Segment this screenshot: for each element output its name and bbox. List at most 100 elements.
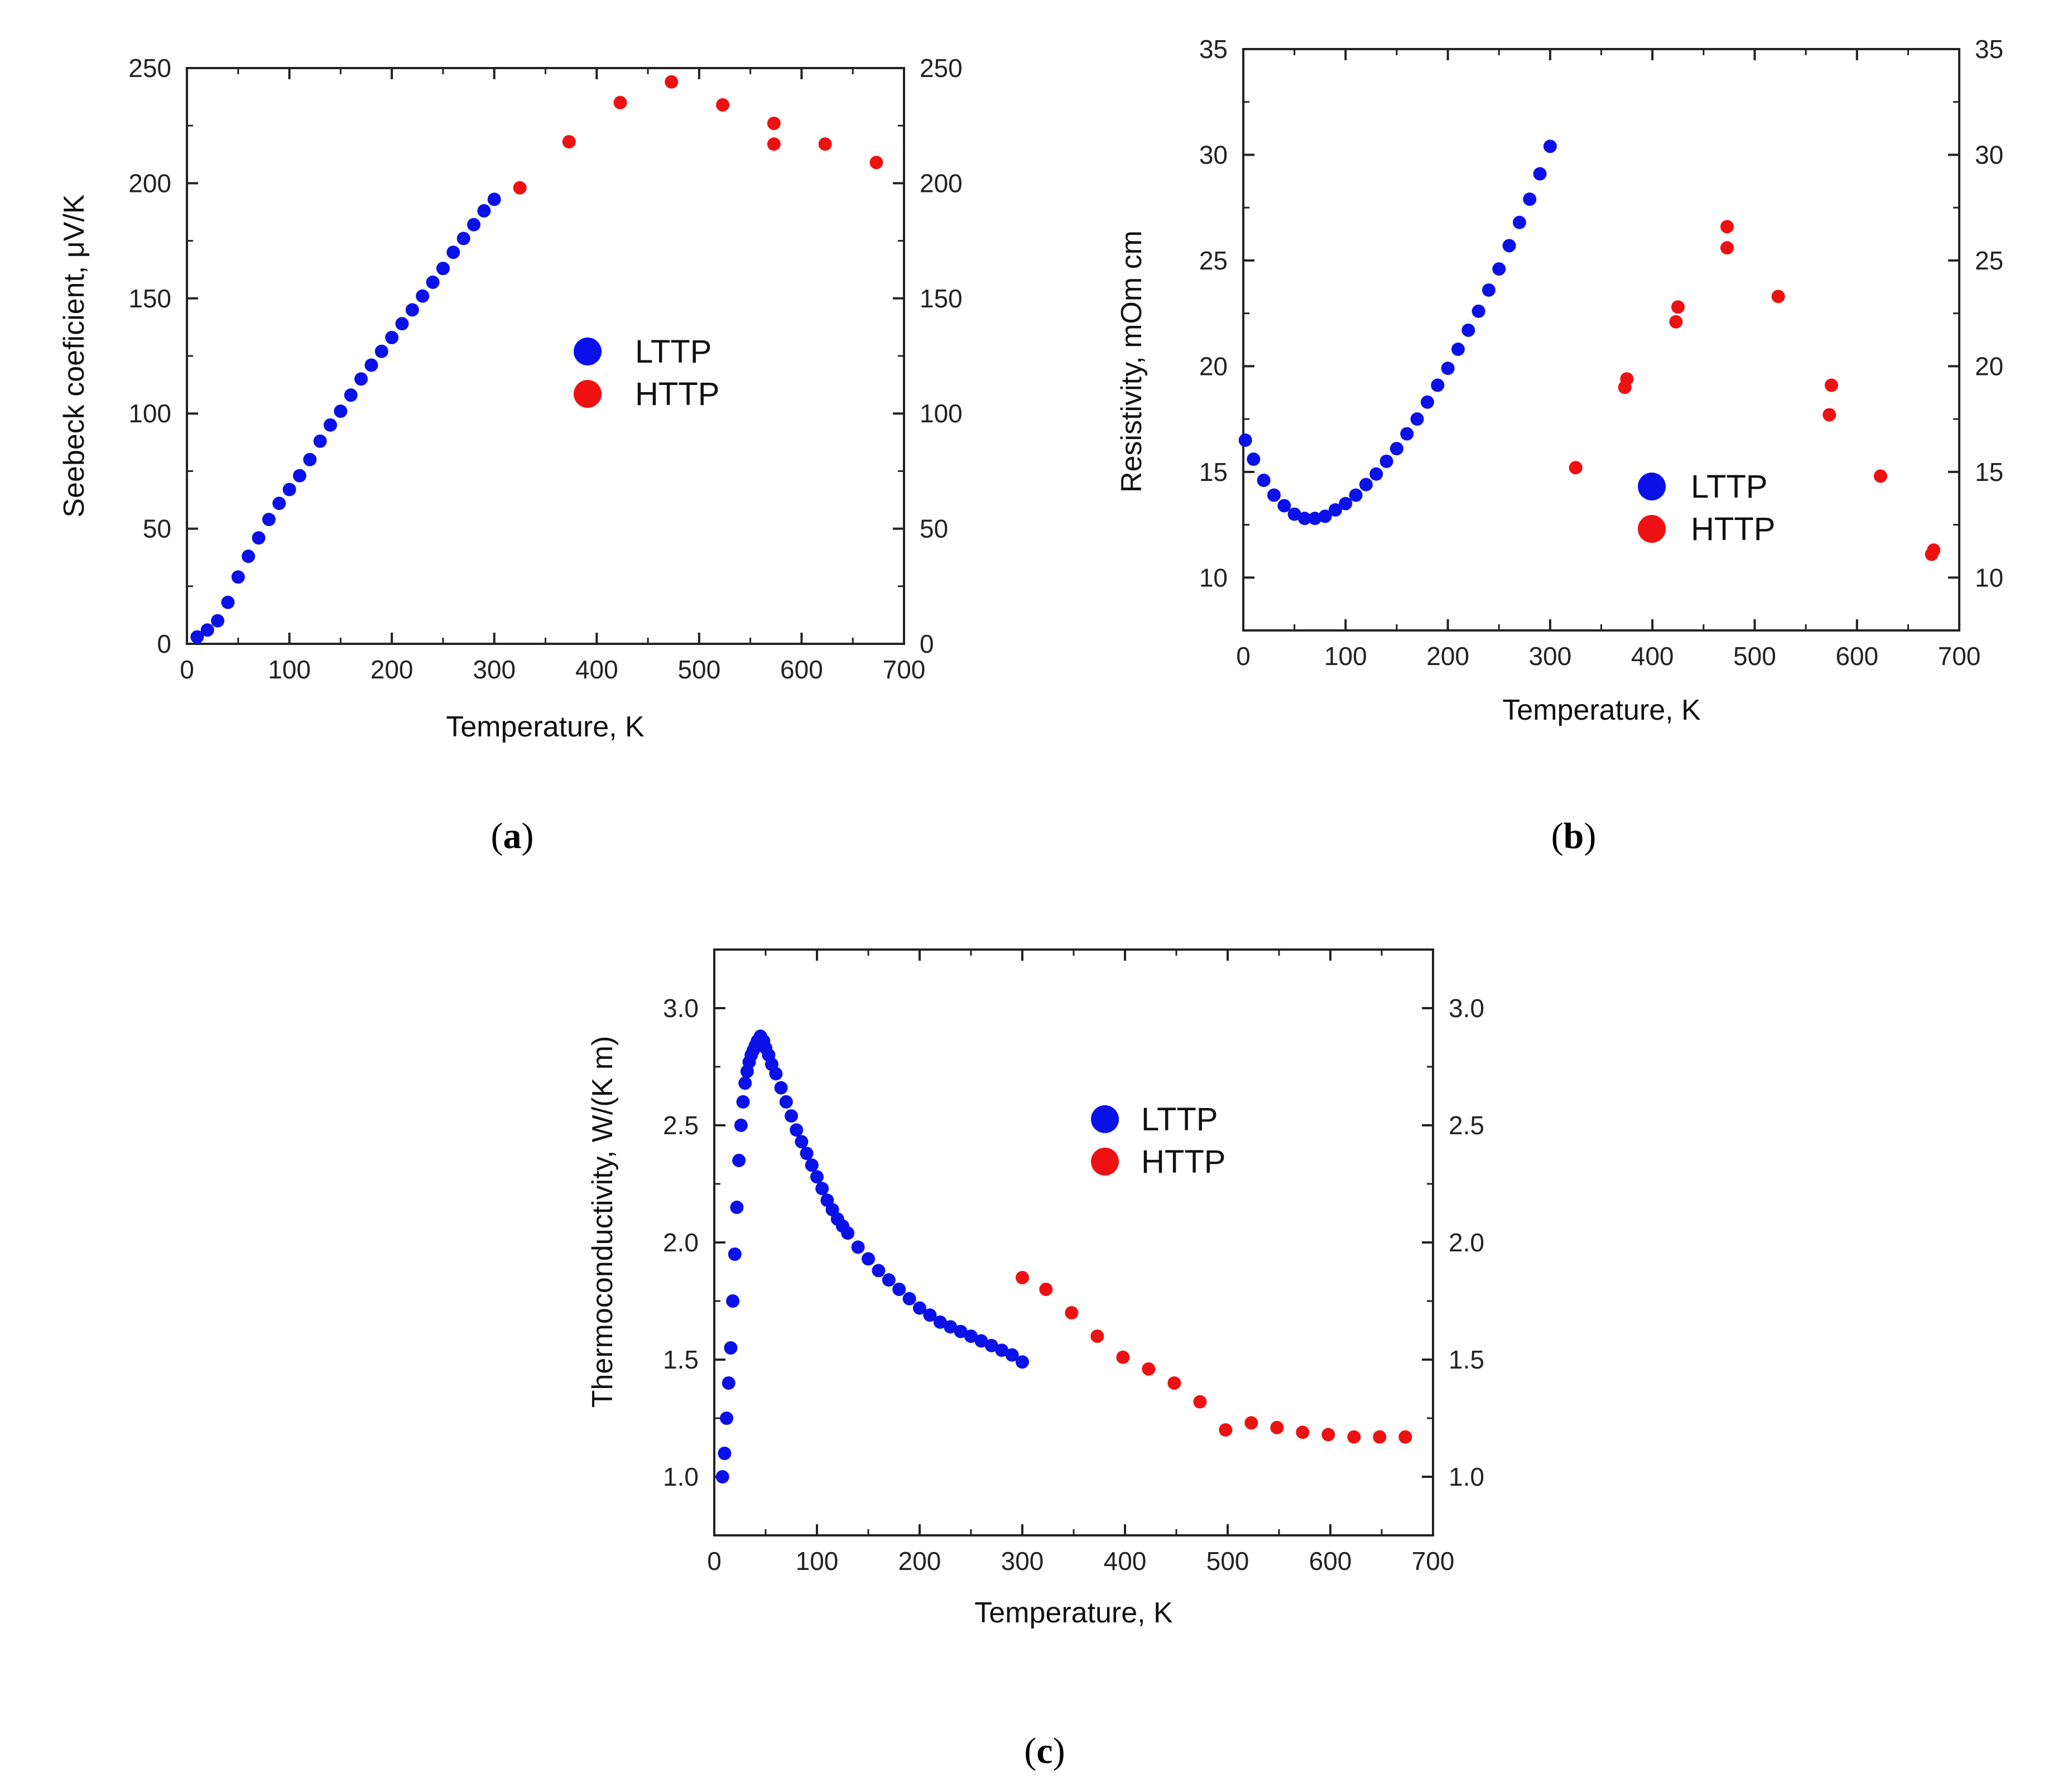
chart-b-point-lttp — [1451, 343, 1465, 357]
chart-b-point-lttp — [1482, 283, 1496, 297]
chart-a-caption-close: ) — [522, 816, 534, 856]
chart-a-point-lttp — [374, 344, 388, 358]
chart-a-point-lttp — [272, 497, 286, 510]
chart-c-y-axis-label: Thermoconductivity, W/(K m) — [586, 1036, 619, 1408]
chart-c-tick-layer: 0 100 200 300 400 500 600 700 1.0 1.0 1.5 1.5 2.0 2.0… — [663, 948, 1484, 1576]
chart-c-point-lttp — [995, 1343, 1009, 1357]
chart-b-y-tick-label-right: 30 — [1975, 140, 2003, 169]
chart-b-point-http — [1823, 408, 1836, 422]
chart-c-legend-marker-http — [1091, 1148, 1119, 1176]
chart-a-caption-letter: a — [503, 816, 522, 856]
chart-a-point-lttp — [364, 358, 378, 372]
chart-a-legend: LTTP HTTP — [574, 334, 719, 412]
chart-c-y-tick-label: 1.0 — [663, 1462, 699, 1491]
chart-c-x-tick-label: 100 — [796, 1547, 839, 1576]
chart-c-point-lttp — [769, 1067, 783, 1081]
chart-c-point-lttp — [720, 1412, 734, 1425]
chart-c-point-lttp — [800, 1147, 814, 1160]
chart-b-point-lttp — [1543, 139, 1557, 153]
chart-c-point-lttp — [779, 1095, 793, 1109]
chart-a-y-tick-label-right: 200 — [920, 168, 963, 197]
chart-a-point-lttp — [354, 372, 368, 386]
chart-b-point-lttp — [1441, 362, 1455, 375]
chart-b-x-tick-label: 0 — [1236, 642, 1251, 671]
chart-a-point-lttp — [405, 303, 419, 317]
chart-a-caption-open: ( — [491, 816, 503, 856]
chart-c-point-lttp — [718, 1447, 732, 1460]
chart-a-y-tick-label: 200 — [128, 168, 171, 197]
chart-b-x-tick-label: 300 — [1528, 642, 1571, 671]
chart-c-point-lttp — [738, 1076, 752, 1090]
chart-b-point-lttp — [1277, 499, 1291, 513]
chart-a-point-layer — [190, 75, 883, 644]
chart-a-point-http — [818, 137, 832, 151]
chart-b-y-tick-label: 10 — [1199, 563, 1228, 592]
chart-c-point-lttp — [1005, 1348, 1019, 1362]
chart-c-y-tick-label: 1.5 — [663, 1345, 699, 1374]
chart-b-point-lttp — [1379, 454, 1393, 468]
chart-c-point-lttp — [862, 1252, 875, 1266]
chart-b-point-lttp — [1523, 192, 1537, 206]
chart-c-caption-close: ) — [1053, 1731, 1065, 1771]
chart-a-point-http — [665, 75, 679, 89]
chart-b-caption-letter: b — [1564, 816, 1584, 856]
chart-a-x-tick-label: 300 — [473, 655, 516, 684]
chart-b-point-http — [1720, 241, 1734, 255]
chart-c-x-tick-label: 700 — [1412, 1547, 1455, 1576]
chart-c-point-http — [1244, 1416, 1258, 1430]
chart-c-point-lttp — [732, 1154, 746, 1167]
chart-c-point-lttp — [944, 1320, 958, 1334]
chart-b-point-lttp — [1297, 512, 1311, 526]
chart-c-point-lttp — [841, 1226, 855, 1240]
chart-a-point-lttp — [456, 232, 470, 245]
chart-b-caption: (b) — [1551, 816, 1597, 856]
chart-a-y-tick-label-right: 250 — [920, 54, 963, 83]
chart-a-y-tick-label: 0 — [157, 629, 171, 658]
chart-b-point-lttp — [1328, 503, 1342, 517]
chart-c-y-tick-label-right: 3.0 — [1449, 994, 1484, 1023]
chart-b-y-tick-label: 30 — [1199, 140, 1228, 169]
chart-a-point-http — [613, 95, 627, 109]
chart-c-legend-marker-lttp — [1091, 1105, 1119, 1133]
chart-a-y-tick-label: 250 — [128, 54, 171, 83]
chart-b-point-lttp — [1359, 478, 1373, 492]
chart-c-point-http — [1016, 1271, 1029, 1284]
chart-c-point-lttp — [913, 1301, 926, 1315]
chart-c-caption-letter: c — [1036, 1731, 1052, 1771]
chart-c-y-tick-label: 2.5 — [663, 1111, 699, 1140]
chart-b-point-lttp — [1318, 509, 1332, 523]
chart-c-point-lttp — [964, 1329, 978, 1343]
chart-b-legend: LTTP HTTP — [1638, 469, 1775, 547]
chart-c-y-tick-label: 3.0 — [663, 994, 699, 1023]
chart-c-legend-label-lttp: LTTP — [1141, 1101, 1218, 1138]
chart-b-point-http — [1569, 461, 1583, 475]
chart-a-x-tick-label: 100 — [268, 655, 311, 684]
chart-c-point-lttp — [774, 1081, 788, 1095]
chart-c-point-lttp — [736, 1095, 750, 1109]
chart-b-point-lttp — [1369, 467, 1383, 481]
chart-b-point-lttp — [1349, 488, 1363, 502]
chart-c-point-lttp — [728, 1247, 742, 1261]
chart-a-caption: (a) — [491, 816, 534, 856]
chart-b-point-lttp — [1389, 442, 1403, 456]
chart-c-point-http — [1347, 1430, 1361, 1444]
chart-a-x-tick-label: 0 — [180, 655, 194, 684]
chart-c-point-lttp — [785, 1109, 798, 1123]
chart-a-x-tick-label: 400 — [575, 655, 618, 684]
chart-c: 0 100 200 300 400 500 600 700 1.0 1.0 1.5 1.5 2.0 2.0… — [586, 948, 1484, 1771]
chart-c-point-lttp — [882, 1273, 896, 1287]
chart-c-point-lttp — [1016, 1355, 1029, 1369]
chart-a-point-http — [767, 117, 781, 131]
chart-a-point-lttp — [282, 483, 296, 497]
chart-a-point-lttp — [190, 630, 204, 644]
chart-b-caption-close: ) — [1584, 816, 1596, 856]
chart-a-point-lttp — [416, 289, 430, 303]
chart-b-legend-label-lttp: LTTP — [1691, 469, 1768, 505]
chart-a-point-lttp — [262, 513, 276, 527]
chart-b-point-lttp — [1257, 473, 1271, 487]
chart-b-point-lttp — [1400, 427, 1414, 441]
chart-a-y-tick-label-right: 50 — [920, 514, 948, 543]
chart-b-y-tick-label: 20 — [1199, 351, 1228, 380]
